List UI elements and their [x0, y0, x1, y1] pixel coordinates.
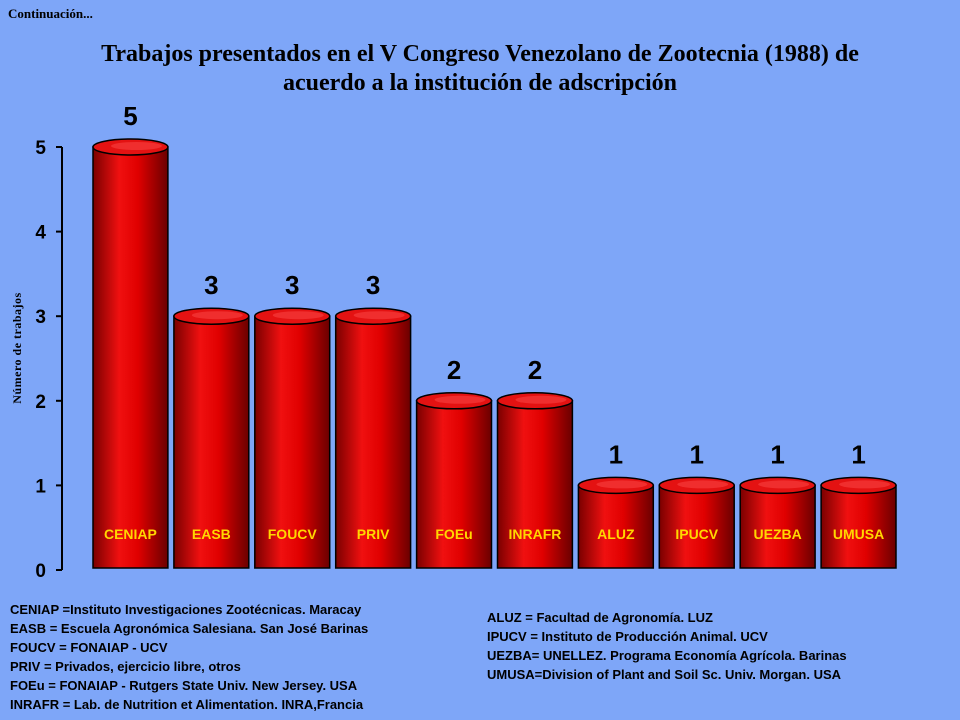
- legend-entry: FOUCV = FONAIAP - UCV: [10, 640, 168, 655]
- bar-PRIV: 3 PRIV: [334, 270, 412, 569]
- bar-EASB: 3 EASB: [173, 270, 250, 569]
- bar-body: [92, 146, 169, 569]
- y-tick-label: 3: [35, 307, 46, 328]
- bar-category-label: PRIV: [357, 526, 390, 542]
- y-tick-label: 1: [35, 476, 46, 497]
- bar-category-label: UEZBA: [754, 526, 802, 542]
- bar-top-highlight: [434, 395, 486, 404]
- bar-body: [496, 400, 574, 569]
- legend-entry: PRIV = Privados, ejercicio libre, otros: [10, 659, 241, 674]
- bar-value-label: 2: [528, 355, 542, 385]
- legend-left: CENIAP =Instituto Investigaciones Zootéc…: [10, 600, 368, 714]
- legend-entry: INRAFR = Lab. de Nutrition et Alimentati…: [10, 697, 364, 712]
- bar-value-label: 3: [285, 270, 299, 300]
- bar-body: [415, 400, 493, 569]
- bar-FOUCV: 3 FOUCV: [254, 270, 331, 569]
- chart-title: Trabajos presentados en el V Congreso Ve…: [20, 40, 940, 98]
- legend-right: ALUZ = Facultad de Agronomía. LUZ IPUCV =…: [487, 608, 847, 684]
- legend-entry: UMUSA=Division of Plant and Soil Sc. Uni…: [487, 667, 842, 682]
- bar-value-label: 3: [366, 270, 380, 300]
- y-tick-label: 5: [35, 138, 46, 159]
- bar-value-label: 3: [204, 270, 218, 300]
- bar-category-label: IPUCV: [675, 526, 718, 542]
- bar-top-highlight: [515, 395, 567, 404]
- bar-chart: Número de trabajos 0 1 2 3 4 5 5 CENIAP 3 EASB 3 F…: [10, 101, 897, 582]
- bar-top-highlight: [677, 480, 729, 489]
- bar-top-highlight: [191, 311, 243, 320]
- bar-UMUSA: 1 UMUSA: [820, 439, 897, 569]
- y-axis-label: Número de trabajos: [10, 292, 24, 403]
- bar-category-label: EASB: [192, 526, 231, 542]
- bar-value-label: 2: [447, 355, 461, 385]
- bar-top-highlight: [272, 311, 324, 320]
- bar-top-highlight: [353, 311, 405, 320]
- bar-category-label: UMUSA: [833, 526, 884, 542]
- bar-CENIAP: 5 CENIAP: [92, 101, 169, 569]
- y-axis: 0 1 2 3 4 5: [35, 138, 63, 582]
- chart-title-line-1: Trabajos presentados en el V Congreso Ve…: [101, 41, 859, 67]
- bar-FOEu: 2 FOEu: [415, 355, 493, 569]
- bar-top-highlight: [596, 480, 648, 489]
- chart-title-line-2: acuerdo a la institución de adscripción: [282, 70, 678, 96]
- bar-category-label: INRAFR: [509, 526, 562, 542]
- bar-INRAFR: 2 INRAFR: [496, 355, 574, 569]
- bar-category-label: FOEu: [435, 526, 472, 542]
- bar-value-label: 1: [690, 439, 704, 469]
- legend-entry: IPUCV = Instituto de Producción Animal. …: [487, 629, 768, 644]
- bar-category-label: FOUCV: [268, 526, 318, 542]
- legend-entry: FOEu = FONAIAP - Rutgers State Univ. New…: [10, 678, 358, 693]
- legend-entry: UEZBA= UNELLEZ. Programa Economía Agríco…: [487, 648, 847, 663]
- bar-top-highlight: [839, 480, 890, 489]
- bar-value-label: 5: [123, 101, 137, 131]
- bars-group: 5 CENIAP 3 EASB 3 FOUCV 3 PRIV 2 FOEu 2 INRAFR 1 ALUZ…: [92, 101, 897, 569]
- bar-value-label: 1: [609, 439, 623, 469]
- bar-IPUCV: 1 IPUCV: [658, 439, 735, 569]
- bar-UEZBA: 1 UEZBA: [739, 439, 816, 569]
- legend-entry: ALUZ = Facultad de Agronomía. LUZ: [487, 610, 713, 625]
- bar-ALUZ: 1 ALUZ: [577, 439, 655, 569]
- bar-value-label: 1: [770, 439, 784, 469]
- legend-entry: EASB = Escuela Agronómica Salesiana. San…: [10, 621, 369, 636]
- continuation-label: Continuación...: [8, 6, 93, 21]
- y-tick-label: 0: [35, 561, 46, 582]
- y-tick-label: 4: [35, 223, 46, 244]
- bar-top-highlight: [111, 142, 162, 150]
- bar-top-highlight: [758, 480, 810, 489]
- bar-category-label: CENIAP: [104, 526, 157, 542]
- legend-entry: CENIAP =Instituto Investigaciones Zootéc…: [10, 602, 362, 617]
- bar-value-label: 1: [851, 439, 865, 469]
- y-tick-label: 2: [35, 392, 46, 413]
- bar-category-label: ALUZ: [597, 526, 635, 542]
